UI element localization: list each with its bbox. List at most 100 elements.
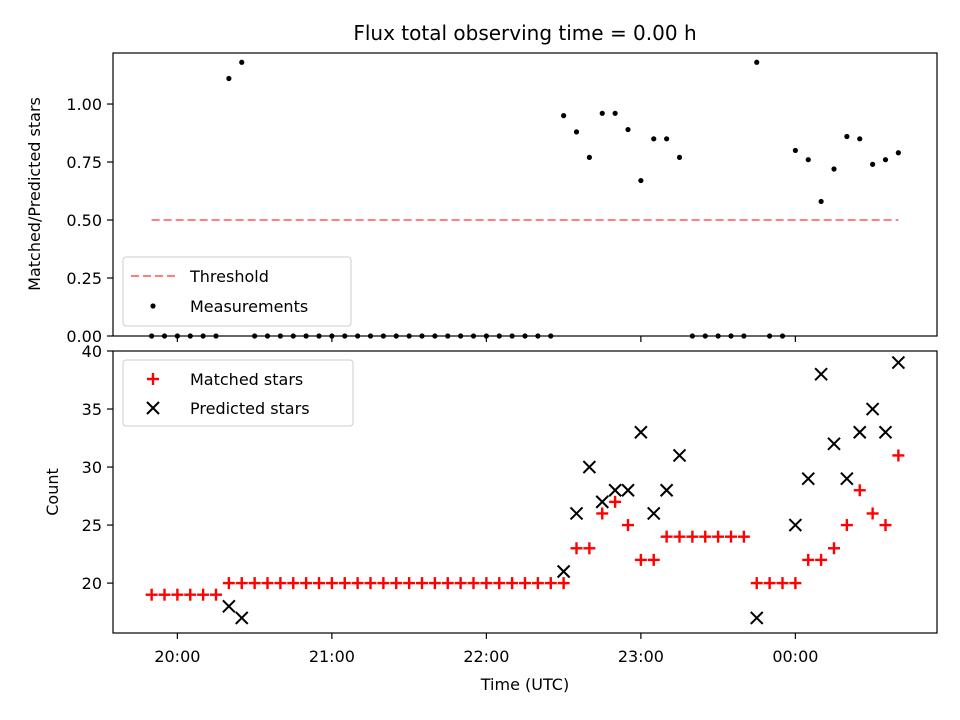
top-y-axis-label: Matched/Predicted stars [25,97,44,291]
predicted-star-point [750,611,764,625]
measurement-point [844,133,850,140]
matched-star-point [338,577,351,590]
matched-star-point [261,577,274,590]
predicted-legend-label: Predicted stars [190,399,310,418]
predicted-star-point [582,460,597,474]
predicted-star-stroke-b [647,506,661,521]
x-axis-label: Time (UTC) [480,675,569,694]
matched-star-point [686,530,699,543]
matched-star-point [763,577,776,590]
bottom-y-ticks: 20 25 30 35 40 [82,342,113,593]
predicted-star-stroke-b [788,518,803,532]
measurement-point [651,136,657,142]
top-y-tick-label: 0.75 [66,153,102,172]
matched-star-point [866,507,879,520]
bottom-x-tick-label: 22:00 [463,647,509,666]
matched-star-point [737,530,750,543]
matched-star-point [403,577,416,590]
measurement-point [239,59,245,65]
top-y-tick-label: 0.50 [66,211,102,230]
matched-star-point [840,519,853,532]
matched-star-point [235,577,248,590]
bottom-y-axis-label: Count [43,468,62,516]
measurement-point [882,157,889,163]
measurement-point [818,198,824,205]
matched-star-point [647,553,660,566]
predicted-star-point [827,437,841,451]
predicted-star-stroke-b [621,483,635,497]
matched-star-point [287,577,300,590]
matched-star-point [210,588,222,601]
measurement-point [625,126,631,133]
predicted-star-point [608,483,622,497]
predicted-star-stroke-b [595,495,609,509]
measurement-point [831,166,837,172]
predicted-star-stroke-b [840,471,854,486]
matched-star-point [634,553,647,566]
measurement-point [573,129,580,135]
predicted-star-stroke-b [569,506,584,521]
chart-title: Flux total observing time = 0.00 h [353,21,696,45]
measurement-point [599,110,605,116]
matched-star-point [622,519,634,532]
matched-star-point [184,588,197,601]
matched-star-point [531,577,544,590]
bottom-legend: Matched stars Predicted stars [122,359,354,427]
measurements-legend-swatch [150,303,156,309]
measurement-point [676,154,683,160]
predicted-star-point [840,471,854,486]
predicted-star-point [865,402,880,416]
matched-star-point [467,577,480,590]
predicted-star-stroke-b [556,564,571,579]
bottom-x-tick-label: 21:00 [309,647,355,666]
top-legend: Threshold Measurements [122,256,352,327]
measurement-point [612,110,618,116]
matched-star-point [428,577,441,590]
matched-star-point [544,577,557,590]
predicted-star-point [222,599,236,614]
matched-star-point [583,542,596,555]
predicted-star-point [569,506,584,521]
bottom-y-tick-label: 40 [82,342,102,361]
predicted-star-stroke-b [582,460,597,474]
predicted-star-point [891,355,906,370]
matched-star-point [892,449,905,462]
matched-star-point [596,507,609,520]
matched-star-point [454,577,467,590]
predicted-star-stroke-b [814,367,828,381]
measurement-point [561,113,567,119]
matched-star-point [222,577,235,590]
measurement-point [870,161,876,167]
predicted-star-point [556,564,571,579]
matched-legend-label: Matched stars [190,370,303,389]
bottom-x-tick-label: 00:00 [772,647,818,666]
predicted-star-stroke-b [827,437,841,451]
predicted-star-stroke-b [750,611,764,625]
predicted-star-stroke-b [222,599,236,614]
matched-star-point [248,577,261,590]
measurement-point [895,150,901,156]
predicted-star-stroke-b [235,611,249,625]
matched-star-point [828,542,840,555]
predicted-star-stroke-b [608,483,622,497]
measurement-point [754,59,760,65]
matched-star-point [789,577,802,590]
predicted-star-point [595,495,609,509]
predicted-star-stroke-b [801,471,815,486]
predicted-star-stroke-b [865,402,880,416]
threshold-legend-label: Threshold [189,267,269,286]
measurement-point [638,177,644,184]
bottom-y-tick-label: 25 [82,516,102,535]
measurement-point [664,136,670,142]
matched-star-point [815,553,828,566]
matched-star-point [197,588,210,601]
predicted-star-point [878,425,893,439]
matched-star-point [416,577,428,590]
matched-star-point [351,577,364,590]
matched-star-point [519,577,531,590]
measurement-point [857,136,863,142]
bottom-x-tick-label: 23:00 [618,647,664,666]
top-legend-box [122,256,352,327]
matched-star-point [480,577,493,590]
